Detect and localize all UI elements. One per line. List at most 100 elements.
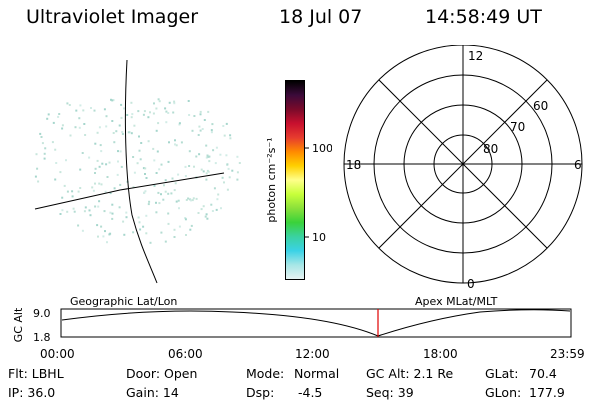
emission-pixel [199, 113, 202, 116]
emission-pixel [90, 107, 92, 109]
emission-pixel [43, 157, 46, 160]
emission-pixel [167, 212, 170, 215]
lat-label-60: 60 [533, 99, 548, 113]
emission-pixel [78, 117, 81, 120]
emission-pixel [210, 203, 213, 206]
polar-mlt-plot: 12 18 6 0 60 70 80 [343, 45, 583, 290]
emission-pixel [175, 200, 178, 203]
emission-pixel [113, 141, 116, 144]
emission-pixel [35, 153, 38, 156]
emission-pixel [109, 211, 112, 214]
meridian-line [124, 59, 158, 284]
emission-pixel [168, 141, 170, 144]
emission-pixel [180, 141, 183, 144]
emission-pixel [185, 234, 187, 236]
emission-pixel [185, 199, 188, 201]
orbit-timeline: Geographic Lat/Lon Apex MLat/MLT GC Alt … [12, 295, 585, 361]
emission-pixel [112, 132, 115, 134]
emission-pixel [130, 101, 133, 104]
emission-pixel [111, 203, 114, 206]
emission-pixel [206, 154, 209, 157]
emission-pixel [54, 148, 57, 151]
emission-pixel [236, 171, 239, 174]
emission-pixel [131, 113, 134, 116]
emission-pixel [228, 176, 231, 179]
time-label: 14:58:49 UT [425, 6, 542, 28]
emission-pixel [213, 187, 216, 190]
mode-value: Normal [294, 366, 340, 381]
emission-pixel [142, 167, 145, 170]
emission-pixel [125, 216, 128, 219]
emission-pixel [130, 116, 133, 119]
emission-pixel [155, 107, 158, 110]
emission-pixel [79, 187, 82, 189]
emission-pixel [122, 220, 125, 223]
emission-pixel [120, 103, 123, 106]
emission-pixel [227, 167, 230, 170]
emission-pixel [187, 197, 190, 200]
emission-pixel [54, 178, 57, 181]
emission-pixel [158, 100, 161, 103]
emission-pixel [94, 205, 97, 208]
emission-pixel [155, 201, 157, 204]
emission-pixel [99, 144, 102, 147]
emission-pixel [149, 241, 152, 244]
emission-pixel [100, 150, 103, 153]
emission-pixel [108, 161, 111, 164]
emission-pixel [226, 188, 229, 191]
altitude-curve [61, 309, 571, 337]
emission-pixel [57, 115, 60, 118]
emission-pixel [206, 169, 209, 172]
emission-pixel [61, 127, 64, 130]
emission-pixel [229, 137, 232, 140]
emission-pixel [43, 152, 46, 155]
emission-pixel [210, 131, 213, 134]
emission-pixel [168, 101, 171, 104]
emission-pixel [52, 121, 55, 124]
emission-pixel [238, 162, 241, 164]
emission-pixel [191, 129, 194, 132]
emission-pixel [118, 206, 121, 209]
emission-pixel [72, 207, 75, 210]
emission-pixel [111, 217, 114, 220]
emission-pixel [147, 140, 150, 143]
mode-label: Mode: [246, 366, 285, 381]
emission-pixel [199, 129, 202, 132]
emission-pixel [111, 120, 114, 122]
emission-pixel [59, 171, 62, 174]
emission-pixel [84, 206, 87, 209]
emission-pixel [55, 162, 58, 164]
emission-pixel [82, 109, 85, 112]
emission-pixel [160, 193, 162, 196]
emission-pixel [59, 213, 62, 215]
emission-pixel [96, 131, 99, 134]
emission-pixel [206, 217, 209, 220]
emission-pixel [231, 169, 234, 172]
mlt-label-dawn: 6 [574, 158, 582, 172]
emission-pixel [226, 163, 229, 166]
emission-pixel [110, 98, 112, 101]
emission-pixel [143, 110, 146, 113]
emission-pixel [37, 180, 40, 183]
emission-pixel [121, 131, 124, 133]
glon-value: 177.9 [529, 385, 565, 400]
emission-pixel [94, 172, 96, 174]
emission-pixel [117, 160, 119, 163]
emission-pixel [137, 216, 140, 219]
emission-pixel [104, 190, 107, 193]
emission-pixel [142, 113, 145, 116]
emission-pixel [139, 228, 142, 231]
emission-pixel [157, 98, 160, 101]
emission-pixel [188, 165, 191, 167]
emission-pixel [167, 112, 170, 114]
door-info: Door: Open [126, 366, 198, 381]
emission-pixel [39, 132, 42, 135]
emission-pixel [153, 159, 156, 162]
emission-pixel [133, 171, 136, 174]
dsp-value: -4.5 [298, 385, 323, 400]
emission-pixel [220, 207, 222, 210]
emission-pixel [236, 178, 239, 181]
timeline-x-tick: 23:59 [550, 347, 585, 361]
emission-pixel [202, 205, 205, 208]
emission-pixel [202, 170, 205, 173]
